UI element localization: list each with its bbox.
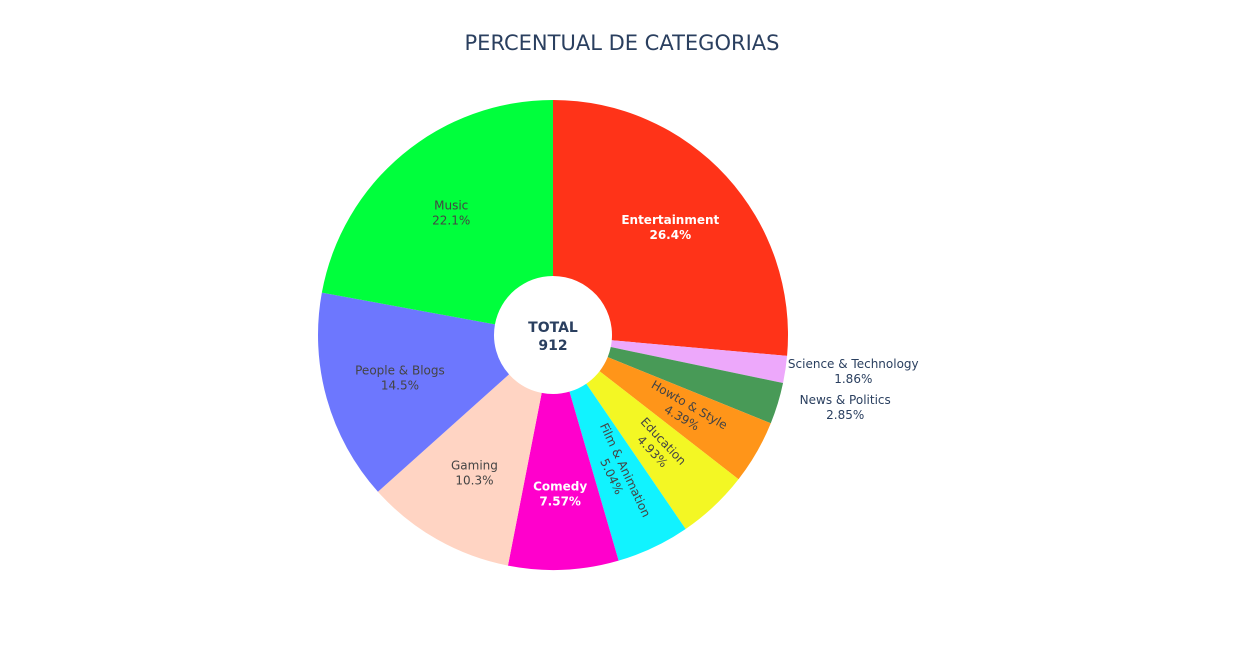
label-music-name: Music [434,198,468,212]
slice-entertainment[interactable] [553,100,788,356]
label-gaming-percent: 10.3% [455,474,493,488]
slice-people-and-blogs[interactable] [317,292,510,492]
center-total-label: TOTAL [528,320,578,336]
slices-layer [317,100,788,571]
label-music: Music 22.1% [432,198,470,227]
center-total: TOTAL 912 [528,320,578,354]
label-music-percent: 22.1% [432,213,470,227]
label-comedy: Comedy 7.57% [533,479,587,508]
label-news-and-politics: News & Politics 2.85% [800,393,891,422]
label-people-and-blogs: People & Blogs 14.5% [355,364,445,393]
label-entertainment-percent: 26.4% [649,228,691,242]
slice-science-and-technology[interactable] [610,340,788,384]
slice-film-and-animation[interactable] [569,383,686,561]
label-news-and-politics-percent: 2.85% [826,408,864,422]
label-gaming-name: Gaming [451,459,498,473]
label-science-and-technology-name: Science & Technology [788,357,919,371]
slice-news-and-politics[interactable] [607,347,784,424]
label-science-and-technology-percent: 1.86% [834,372,872,386]
chart-title: PERCENTUAL DE CATEGORIAS [465,31,780,55]
label-news-and-politics-name: News & Politics [800,393,891,407]
label-entertainment-name: Entertainment [621,213,719,227]
slice-education[interactable] [586,371,739,529]
slice-music[interactable] [321,100,553,325]
center-total-value: 912 [538,338,567,354]
label-gaming: Gaming 10.3% [451,459,498,488]
label-comedy-percent: 7.57% [539,494,581,508]
slice-comedy[interactable] [507,391,619,571]
label-science-and-technology: Science & Technology 1.86% [788,357,919,386]
label-people-and-blogs-percent: 14.5% [381,379,419,393]
label-entertainment: Entertainment 26.4% [621,213,719,242]
label-comedy-name: Comedy [533,479,587,493]
slice-howto-and-style[interactable] [599,357,771,480]
slice-gaming[interactable] [377,374,542,566]
label-people-and-blogs-name: People & Blogs [355,364,445,378]
